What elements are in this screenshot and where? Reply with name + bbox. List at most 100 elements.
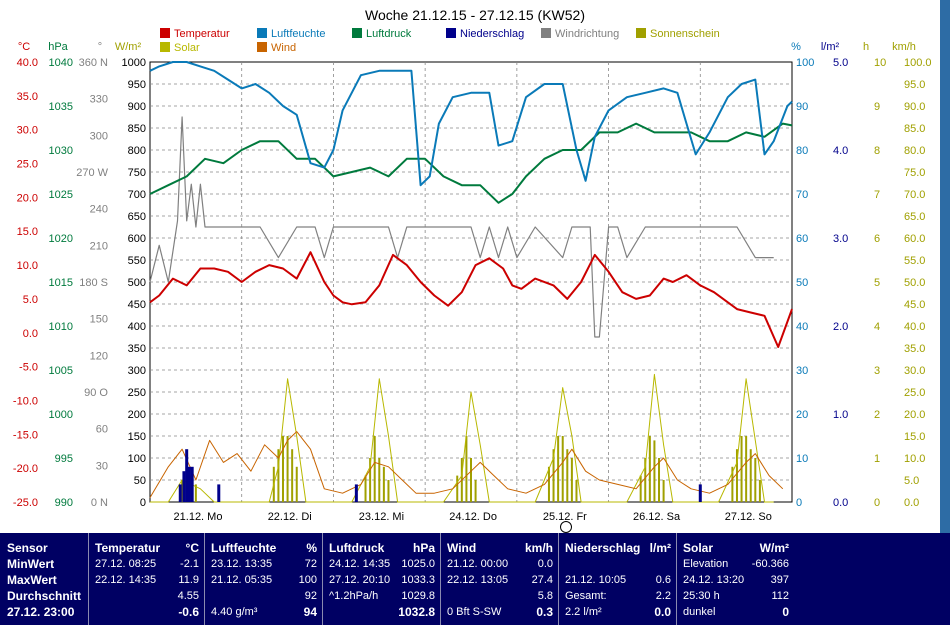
day-label: 26.12. Sa xyxy=(633,511,681,523)
sun-tick: 2 xyxy=(874,409,880,421)
rain-tick: 2.0 xyxy=(833,321,848,333)
stats-cell-value: 1029.8 xyxy=(401,590,435,602)
stats-cell-label: 27.12. 08:25 xyxy=(95,558,157,570)
sunshine-bar xyxy=(387,480,390,502)
stats-panel: Sensor MinWert MaxWert Durchschnitt 27.1… xyxy=(0,533,950,625)
stats-row: -0.6 xyxy=(95,605,199,619)
temperature-stats-header: Temperatur °C xyxy=(95,541,199,555)
stats-row xyxy=(565,557,671,571)
row-label-max: MaxWert xyxy=(7,573,57,587)
rain-tick: 4.0 xyxy=(833,145,848,157)
sunshine-bar xyxy=(575,480,578,502)
sunshine-bar xyxy=(740,436,743,502)
legend-swatch[interactable] xyxy=(446,28,456,38)
day-label: 24.12. Do xyxy=(449,511,497,523)
wind-tick: 30.0 xyxy=(904,365,925,377)
legend-swatch[interactable] xyxy=(257,42,267,52)
rain-tick: 3.0 xyxy=(833,233,848,245)
hum-tick: 20 xyxy=(796,409,808,421)
sunshine-bar xyxy=(731,466,734,502)
legend-label: Luftdruck xyxy=(366,28,412,40)
sunshine-bar xyxy=(658,458,661,502)
sunshine-bar xyxy=(181,480,184,502)
humidity-line xyxy=(149,61,793,187)
sunshine-bar xyxy=(547,466,550,502)
sunshine-bar xyxy=(644,458,647,502)
solar-tick: 450 xyxy=(128,299,146,311)
temp-tick: 30.0 xyxy=(17,125,38,137)
press-tick: 1020 xyxy=(49,233,73,245)
legend-swatch[interactable] xyxy=(160,28,170,38)
stats-row: 1032.8 xyxy=(329,605,435,619)
press-tick: 990 xyxy=(55,497,73,509)
temp-tick: -5.0 xyxy=(19,362,38,374)
solar-tick: 800 xyxy=(128,145,146,157)
solar-tick: 500 xyxy=(128,277,146,289)
solar-tick: 100 xyxy=(128,453,146,465)
sensor-column: Sensor MinWert MaxWert Durchschnitt 27.1… xyxy=(0,533,88,625)
wind-tick: 70.0 xyxy=(904,189,925,201)
weather-chart: Woche 21.12.15 - 27.12.15 (KW52) Temperat… xyxy=(13,7,932,523)
stats-cell-value: 0.0 xyxy=(537,558,553,570)
temp-tick: 40.0 xyxy=(17,57,38,69)
chart-title: Woche 21.12.15 - 27.12.15 (KW52) xyxy=(365,7,585,23)
wind-stats-header: Wind km/h xyxy=(447,541,553,555)
stats-cell-value: 1025.0 xyxy=(401,558,435,570)
time-scroll-handle[interactable] xyxy=(560,521,572,533)
temp-unit: °C xyxy=(18,41,30,53)
legend-swatch[interactable] xyxy=(352,28,362,38)
rain-bar xyxy=(217,484,221,502)
legend-label: Solar xyxy=(174,42,200,54)
wind-tick: 5.0 xyxy=(904,475,919,487)
wind-direction-line xyxy=(149,116,774,338)
wind-tick: 100.0 xyxy=(904,57,932,69)
sunshine-bar xyxy=(758,480,761,502)
legend-swatch[interactable] xyxy=(541,28,551,38)
dir-unit: ° xyxy=(98,41,102,53)
hum-tick: 70 xyxy=(796,189,808,201)
stats-cell-label: 4.40 g/m³ xyxy=(211,606,258,618)
dir-tick: 60 xyxy=(96,424,108,436)
hum-tick: 10 xyxy=(796,453,808,465)
temperature-line xyxy=(149,251,793,348)
sunshine-bar xyxy=(735,449,738,502)
legend-swatch[interactable] xyxy=(160,42,170,52)
press-tick: 1005 xyxy=(49,365,73,377)
stats-cell-value: 0 xyxy=(782,605,789,619)
rain-tick: 5.0 xyxy=(833,57,848,69)
rain-tick: 1.0 xyxy=(833,409,848,421)
solar-stats-column: Solar W/m² Elevation -60.366 24.12. 13:20 397… xyxy=(676,533,795,625)
wind-unit: km/h xyxy=(892,41,916,53)
wind-stats-column: Wind km/h 21.12. 00:00 0.0 22.12. 13:05 27.4 5… xyxy=(440,533,559,625)
dir-tick: 240 xyxy=(90,204,108,216)
stats-cell-value: 0.3 xyxy=(536,605,553,619)
stats-cell-value: 4.55 xyxy=(177,590,199,602)
stats-cell-value: 0.6 xyxy=(655,574,671,586)
stats-header-unit: km/h xyxy=(524,541,553,555)
sunshine-bar xyxy=(382,466,385,502)
solar-tick: 700 xyxy=(128,189,146,201)
legend-swatch[interactable] xyxy=(257,28,267,38)
sunshine-bar xyxy=(552,449,555,502)
solar-tick: 900 xyxy=(128,101,146,113)
stats-cell-label: 0 Bft S-SW xyxy=(447,606,502,618)
solar-tick: 650 xyxy=(128,211,146,223)
sunshine-bar xyxy=(653,440,656,502)
stats-cell-label: 25:30 h xyxy=(683,590,720,602)
stats-row: dunkel 0 xyxy=(683,605,789,619)
stats-cell-label: 24.12. 14:35 xyxy=(329,558,391,570)
sunshine-bar xyxy=(378,458,381,502)
rain-unit: l/m² xyxy=(821,41,840,53)
stats-cell-label: Elevation xyxy=(683,558,729,570)
solar-tick: 200 xyxy=(128,409,146,421)
legend-swatch[interactable] xyxy=(636,28,646,38)
sun-tick: 7 xyxy=(874,189,880,201)
stats-row: 24.12. 14:35 1025.0 xyxy=(329,557,435,571)
stats-header-label: Niederschlag xyxy=(565,541,641,555)
stats-header-unit: W/m² xyxy=(759,541,789,555)
rain-bar xyxy=(178,484,182,502)
press-tick: 1030 xyxy=(49,145,73,157)
press-tick: 1000 xyxy=(49,409,73,421)
dir-tick: 150 xyxy=(90,314,108,326)
stats-cell-label: 24.12. 13:20 xyxy=(683,574,745,586)
